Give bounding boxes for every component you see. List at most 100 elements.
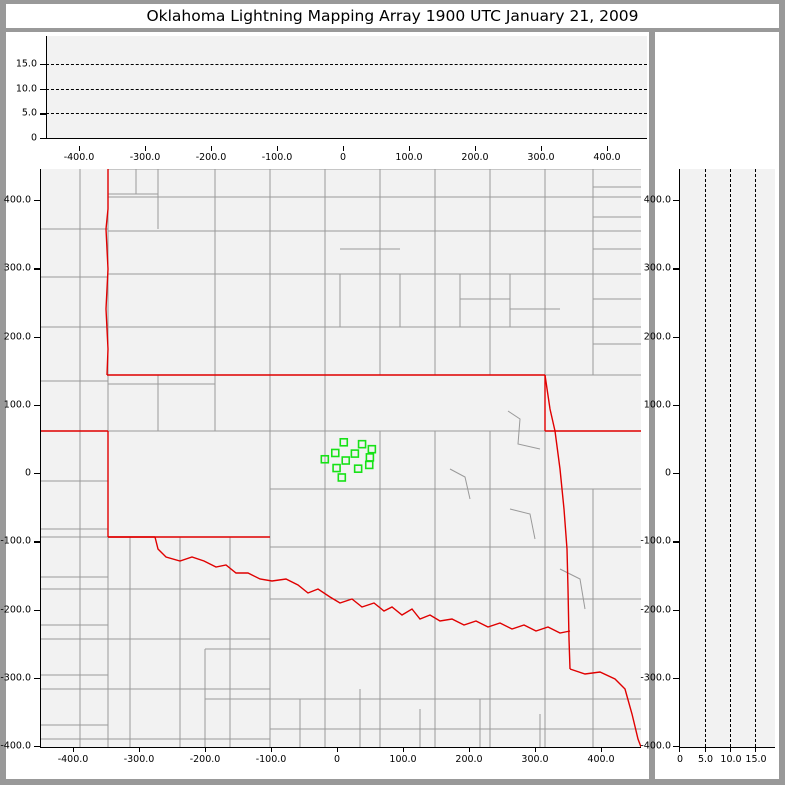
right-x-tick-5	[704, 747, 706, 752]
right-x-label-10: 10.0	[720, 754, 742, 765]
source-marker	[350, 449, 360, 458]
altitude-ew-xaxis-strip: -400.0 -300.0 -200.0 -100.0 0 100.0 200.…	[6, 146, 649, 164]
right-y-tick-100	[673, 404, 680, 407]
right-y-tick-300	[673, 268, 680, 270]
altitude-ew-plot-area	[46, 36, 647, 139]
right-y-label-200: 200.0	[643, 331, 671, 342]
map-plot-area	[40, 169, 641, 747]
altitude-ns-plot-area	[679, 169, 775, 747]
map-x-tick-100	[403, 747, 405, 752]
y-tick-15	[40, 63, 47, 66]
map-x-tick--200	[205, 747, 207, 752]
right-y-label-300: 300.0	[643, 262, 671, 274]
x-tick-label--100: -100.0	[261, 152, 293, 163]
map-x-label--100: -100.0	[255, 754, 287, 765]
x-tick--300	[145, 146, 147, 151]
right-y-tick-0	[673, 473, 680, 475]
x-tick-label-300: 300.0	[527, 152, 555, 163]
right-y-label--100: -100.0	[640, 535, 671, 547]
right-y-axis-line	[679, 169, 681, 747]
x-tick-label-100: 100.0	[395, 152, 423, 163]
x-tick-100	[409, 146, 411, 151]
page-title: Oklahoma Lightning Mapping Array 1900 UT…	[146, 7, 639, 25]
map-y-label-200: 200.0	[3, 331, 31, 342]
right-y-label-0: 0	[664, 467, 671, 479]
map-y-label-100: 100.0	[3, 399, 31, 411]
right-x-tick-15	[754, 747, 756, 752]
map-y-label--200: -200.0	[0, 604, 31, 615]
right-x-label-5: 5.0	[697, 754, 714, 765]
right-y-tick--300	[673, 677, 680, 680]
y-tick-10	[40, 88, 47, 90]
map-x-tick-0	[337, 747, 339, 752]
x-tick-400	[607, 146, 609, 151]
x-tick-label-0: 0	[339, 152, 347, 163]
x-tick--100	[277, 146, 279, 151]
x-tick-label-400: 400.0	[593, 152, 621, 163]
map-x-label-300: 300.0	[521, 754, 549, 765]
altitude-vs-north-south-panel: 400.0 300.0 200.0 100.0 0 -100.0 -200.0 …	[640, 164, 779, 779]
lightning-source-markers	[320, 437, 377, 482]
right-y-tick--200	[673, 609, 680, 611]
y-tick-5	[40, 113, 47, 115]
altitude-histogram-panel	[655, 32, 779, 164]
map-y-label-0: 0	[24, 467, 31, 479]
map-y-tick--100	[34, 541, 41, 543]
source-marker	[332, 463, 341, 473]
map-x-tick-300	[535, 747, 537, 752]
map-x-label--200: -200.0	[189, 754, 221, 765]
y-tick-label-5: 5.0	[21, 107, 37, 119]
y-tick-0	[40, 138, 47, 140]
map-x-label-0: 0	[333, 754, 341, 765]
right-y-label--200: -200.0	[640, 604, 671, 615]
map-y-tick-0	[34, 473, 41, 475]
right-y-label-100: 100.0	[643, 399, 671, 411]
source-marker	[364, 460, 374, 470]
map-x-tick--300	[139, 747, 141, 752]
y-tick-label-0: 0	[30, 132, 37, 144]
map-x-tick-200	[469, 747, 471, 752]
y-tick-label-15: 15.0	[15, 58, 37, 70]
source-marker	[341, 456, 351, 465]
source-marker	[367, 444, 377, 454]
gridline-5km	[704, 169, 706, 747]
right-y-label--300: -300.0	[640, 672, 671, 684]
map-x-label--400: -400.0	[57, 754, 89, 765]
x-tick-0	[343, 146, 345, 151]
map-y-label--300: -300.0	[0, 672, 31, 684]
x-tick-label-200: 200.0	[461, 152, 489, 163]
source-marker	[353, 464, 363, 473]
x-tick--200	[211, 146, 213, 151]
map-y-tick-100	[34, 404, 41, 407]
right-y-tick--400	[673, 746, 680, 748]
x-tick-label--400: -400.0	[63, 152, 95, 163]
source-marker	[365, 453, 375, 462]
right-x-label-0: 0	[676, 754, 684, 765]
map-y-tick--300	[34, 677, 41, 680]
right-y-tick-400	[673, 200, 680, 202]
gridline-15km	[46, 63, 647, 65]
map-y-tick-400	[34, 200, 41, 202]
source-marker	[339, 437, 349, 447]
right-y-label--400: -400.0	[640, 740, 671, 752]
title-bar: Oklahoma Lightning Mapping Array 1900 UT…	[6, 4, 779, 28]
map-panel: 400.0 300.0 200.0 100.0 0 -100.0 -200.0 …	[0, 164, 649, 779]
y-axis-line	[46, 36, 48, 139]
map-graphic	[40, 169, 641, 747]
right-x-tick-0	[679, 747, 681, 752]
x-axis-line	[46, 138, 647, 140]
map-y-tick-300	[34, 268, 41, 270]
gridline-5km	[46, 113, 647, 115]
map-y-tick--400	[34, 746, 41, 748]
x-tick-label--300: -300.0	[129, 152, 161, 163]
source-marker	[320, 454, 330, 464]
right-y-tick--100	[673, 541, 680, 543]
right-x-label-15: 15.0	[745, 754, 767, 765]
right-y-label-400: 400.0	[643, 194, 671, 206]
altitude-vs-east-west-panel: 0 5.0 10.0 15.0	[6, 32, 649, 146]
y-tick-label-10: 10.0	[15, 83, 37, 94]
map-x-axis-line	[40, 747, 641, 749]
map-y-label--100: -100.0	[0, 535, 31, 547]
source-marker	[357, 439, 367, 449]
map-y-tick-200	[34, 336, 41, 338]
